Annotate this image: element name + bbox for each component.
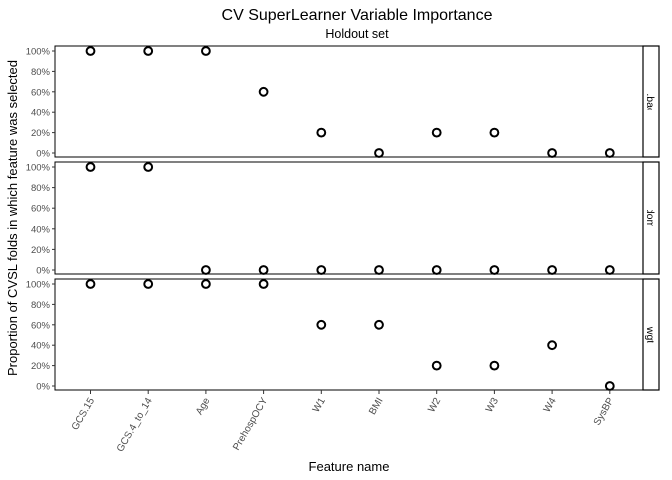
facet-strip-label: screen.earth.backwardprune <box>644 35 656 168</box>
facet-strip <box>642 278 660 391</box>
data-point <box>604 148 615 158</box>
chart-subtitle: Holdout set <box>325 27 389 41</box>
data-point <box>431 127 442 138</box>
data-point <box>431 360 442 371</box>
y-tick-label: 20% <box>31 128 51 139</box>
y-tick-label: 0% <box>36 149 50 160</box>
data-point <box>547 340 557 351</box>
data-point <box>201 279 211 289</box>
data-point <box>143 162 154 172</box>
y-tick-label: 100% <box>26 47 51 58</box>
data-point <box>258 279 269 289</box>
y-tick-label: 40% <box>31 341 51 352</box>
panel-1: screen.earth.backwardprune 0% 20% 40% 60% 80%… <box>26 35 660 168</box>
data-point <box>316 319 327 330</box>
data-point <box>201 46 211 56</box>
data-point <box>489 265 500 275</box>
y-tick-label: 60% <box>31 320 51 331</box>
data-point <box>201 265 211 275</box>
data-point <box>489 127 500 138</box>
x-tick-label: GCS.15 <box>70 396 98 433</box>
data-point <box>258 86 269 97</box>
y-tick-label: 20% <box>31 245 51 256</box>
y-axis-label: Proportion of CVSL folds in which featur… <box>5 60 20 376</box>
facet-strip-label: screen.randomForest.imp <box>644 158 656 278</box>
data-point <box>604 381 615 391</box>
data-point <box>489 360 500 371</box>
x-tick-label: W2 <box>426 396 443 415</box>
data-point <box>258 265 269 275</box>
data-point <box>431 265 442 275</box>
data-point <box>374 148 384 158</box>
facet-strip <box>642 45 660 158</box>
panel-border <box>54 161 644 275</box>
y-tick-label: 20% <box>31 361 51 372</box>
data-point <box>85 162 96 172</box>
y-tick-label: 40% <box>31 108 51 119</box>
panel-3: screen.wgtd.lasso 0% 20% 40% 60% 80% 100% <box>26 278 660 393</box>
x-tick-label: PrehospOCY <box>231 396 270 453</box>
facet-strip <box>642 161 660 275</box>
x-tick-label: SysBP <box>592 396 617 428</box>
y-tick-label: 60% <box>31 87 51 98</box>
panels: screen.earth.backwardprune 0% 20% 40% 60% 80%… <box>26 35 660 393</box>
data-point <box>604 265 615 275</box>
data-point <box>85 46 96 56</box>
x-axis-label: Feature name <box>309 459 390 474</box>
x-axis: GCS.15 GCS.4_to_14 Age PrehospOCY W1 BMI W2 W3 W… <box>70 390 617 454</box>
facet-strip-label: screen.wgtd.lasso <box>644 292 656 376</box>
data-point <box>374 265 384 275</box>
y-tick-label: 80% <box>31 300 51 311</box>
panel-border <box>54 278 644 391</box>
y-tick-label: 0% <box>36 382 50 393</box>
data-point <box>547 148 557 158</box>
panel-border <box>54 45 644 158</box>
y-tick-label: 80% <box>31 183 51 194</box>
y-tick-label: 80% <box>31 67 51 78</box>
y-tick-label: 60% <box>31 204 51 215</box>
x-tick-label: Age <box>194 396 213 417</box>
data-point <box>547 265 557 275</box>
y-tick-label: 40% <box>31 224 51 235</box>
data-point <box>374 319 384 330</box>
x-tick-label: W4 <box>542 396 559 415</box>
x-tick-label: BMI <box>367 396 385 417</box>
data-point <box>85 279 96 289</box>
data-point <box>143 279 154 289</box>
x-tick-label: W3 <box>484 396 501 415</box>
x-tick-label: W1 <box>311 396 328 415</box>
y-tick-label: 100% <box>26 280 51 291</box>
x-tick-label: GCS.4_to_14 <box>115 396 155 454</box>
panel-2: screen.randomForest.imp 0% 20% 40% 60% 80% 100… <box>26 158 660 278</box>
data-point <box>316 127 327 138</box>
data-point <box>316 265 327 275</box>
y-tick-label: 0% <box>36 266 50 277</box>
data-point <box>143 46 154 56</box>
chart-title: CV SuperLearner Variable Importance <box>222 7 493 24</box>
y-tick-label: 100% <box>26 163 51 174</box>
